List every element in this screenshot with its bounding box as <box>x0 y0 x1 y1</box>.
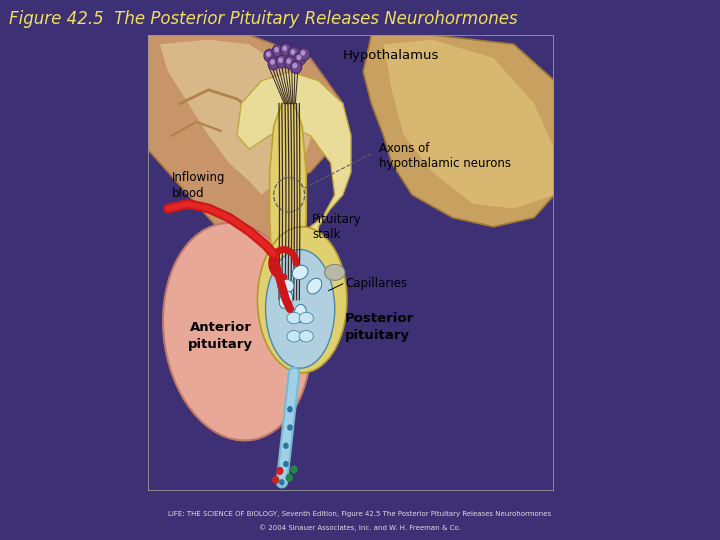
Text: Axons of
hypothalamic neurons: Axons of hypothalamic neurons <box>379 142 511 170</box>
Text: Posterior
pituitary: Posterior pituitary <box>345 312 414 342</box>
Polygon shape <box>269 104 306 309</box>
Ellipse shape <box>307 278 322 294</box>
Ellipse shape <box>258 227 347 373</box>
Circle shape <box>272 45 284 57</box>
Ellipse shape <box>266 249 335 368</box>
Text: Anterior
pituitary: Anterior pituitary <box>189 321 253 351</box>
Ellipse shape <box>278 279 294 293</box>
Ellipse shape <box>287 312 301 323</box>
Circle shape <box>266 51 271 57</box>
Circle shape <box>290 49 295 55</box>
Polygon shape <box>363 35 554 227</box>
Circle shape <box>264 49 275 62</box>
Circle shape <box>280 43 292 56</box>
Circle shape <box>278 57 283 63</box>
Ellipse shape <box>294 305 306 322</box>
Circle shape <box>270 59 275 65</box>
Circle shape <box>287 58 291 64</box>
Circle shape <box>274 47 279 52</box>
Circle shape <box>287 424 293 431</box>
Circle shape <box>283 443 289 449</box>
Polygon shape <box>160 39 318 195</box>
Polygon shape <box>384 39 554 208</box>
Circle shape <box>297 55 302 60</box>
Circle shape <box>286 474 293 482</box>
Ellipse shape <box>299 330 313 342</box>
Text: Hypothalamus: Hypothalamus <box>343 49 439 62</box>
Ellipse shape <box>287 330 301 342</box>
Text: © 2004 Sinauer Associates, Inc. and W. H. Freeman & Co.: © 2004 Sinauer Associates, Inc. and W. H… <box>259 524 461 531</box>
Circle shape <box>294 52 306 65</box>
Circle shape <box>290 60 302 73</box>
Ellipse shape <box>163 223 311 441</box>
Circle shape <box>288 47 300 60</box>
Circle shape <box>292 63 297 69</box>
Ellipse shape <box>325 265 345 280</box>
Polygon shape <box>148 35 343 272</box>
Circle shape <box>282 45 287 51</box>
Circle shape <box>272 476 279 484</box>
Circle shape <box>268 57 279 70</box>
Ellipse shape <box>292 265 308 280</box>
Circle shape <box>299 48 310 60</box>
Circle shape <box>276 467 284 475</box>
Circle shape <box>279 479 284 485</box>
Circle shape <box>287 406 293 413</box>
Circle shape <box>300 50 305 56</box>
Text: Figure 42.5  The Posterior Pituitary Releases Neurohormones: Figure 42.5 The Posterior Pituitary Rele… <box>9 10 517 28</box>
Text: Inflowing
blood: Inflowing blood <box>172 171 225 200</box>
Polygon shape <box>237 72 351 263</box>
Text: Pituitary
stalk: Pituitary stalk <box>312 213 362 241</box>
Circle shape <box>276 55 287 68</box>
Circle shape <box>283 461 289 467</box>
Circle shape <box>290 465 297 474</box>
Ellipse shape <box>279 291 292 308</box>
Text: LIFE: THE SCIENCE OF BIOLOGY, Seventh Edition, Figure 42.5 The Posterior Pituita: LIFE: THE SCIENCE OF BIOLOGY, Seventh Ed… <box>168 511 552 517</box>
Ellipse shape <box>299 312 313 323</box>
Circle shape <box>284 56 296 69</box>
Text: Capillaries: Capillaries <box>345 277 407 291</box>
